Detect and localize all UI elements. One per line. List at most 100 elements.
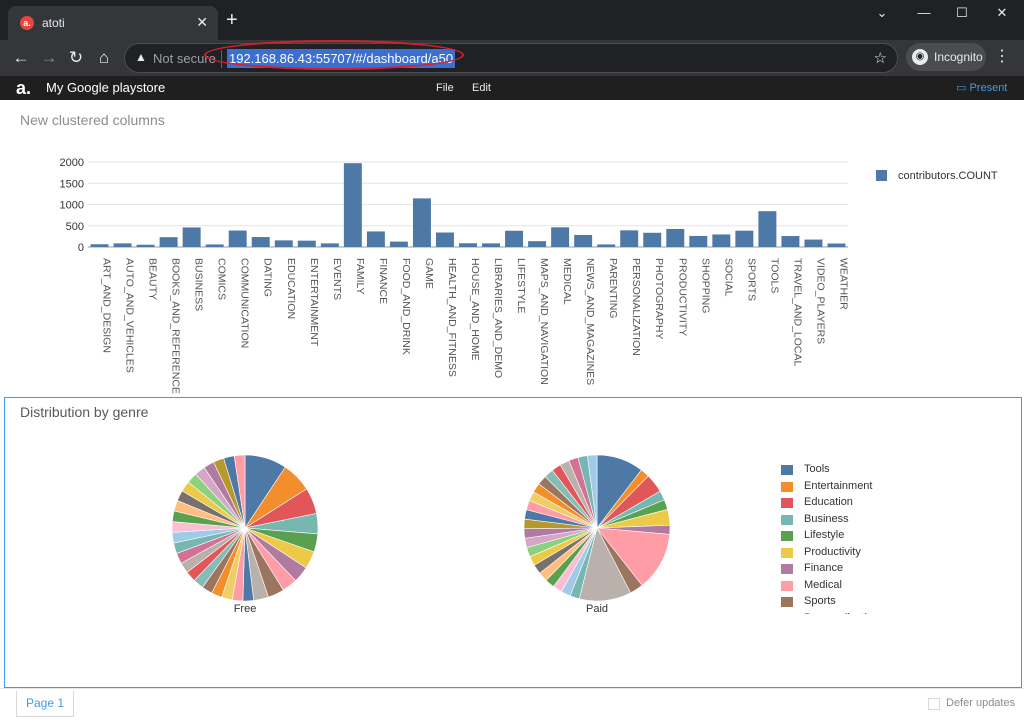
- browser-tab[interactable]: a. atoti ✕: [8, 6, 218, 40]
- legend-item: Education: [777, 495, 887, 512]
- menu-edit[interactable]: Edit: [472, 82, 491, 94]
- menu-file[interactable]: File: [436, 82, 454, 94]
- bar: [597, 244, 616, 247]
- legend-swatch: [781, 580, 793, 591]
- bar: [459, 243, 477, 247]
- legend-label: Medical: [804, 578, 842, 591]
- app-header: a. My Google playstore File Edit ▭ Prese…: [0, 76, 1024, 100]
- bar: [205, 244, 224, 247]
- pie-legend[interactable]: Tools Entertainment Education Business Lifes…: [777, 462, 887, 614]
- reload-icon[interactable]: ↻: [68, 48, 84, 67]
- x-tick-label: SOCIAL: [722, 258, 734, 297]
- home-icon[interactable]: ⌂: [98, 48, 110, 67]
- tab-strip: a. atoti ✕ + ⌄ — ☐ ✕: [0, 0, 1024, 40]
- bar: [528, 241, 547, 247]
- page-tab-1[interactable]: Page 1: [16, 691, 74, 717]
- legend-label: Entertainment: [804, 479, 873, 492]
- x-tick-label: MAPS_AND_NAVIGATION: [538, 258, 550, 385]
- bar: [666, 228, 685, 247]
- bar: [735, 230, 754, 247]
- x-tick-label: MEDICAL: [561, 258, 573, 305]
- close-tab-icon[interactable]: ✕: [196, 14, 208, 30]
- x-tick-label: DATING: [262, 258, 274, 297]
- forward-icon[interactable]: →: [40, 48, 58, 67]
- x-tick-label: FINANCE: [377, 258, 389, 304]
- y-tick-label: 500: [66, 221, 84, 233]
- bar: [274, 240, 293, 247]
- new-tab-icon[interactable]: +: [226, 9, 238, 31]
- incognito-icon: ◉: [912, 49, 928, 65]
- x-tick-label: AUTO_AND_VEHICLES: [124, 258, 136, 373]
- bar: [412, 198, 431, 247]
- bar: [343, 163, 362, 247]
- legend-item: Tools: [777, 462, 887, 479]
- pie-chart-title: Distribution by genre: [20, 404, 149, 420]
- x-tick-label: LIFESTYLE: [515, 258, 527, 313]
- legend-item: Finance: [777, 561, 887, 578]
- legend-swatch: [781, 514, 793, 525]
- legend-label: Education: [804, 496, 853, 508]
- bar: [758, 211, 777, 247]
- x-tick-label: HEALTH_AND_FITNESS: [446, 258, 458, 377]
- monitor-icon: ▭: [956, 82, 970, 94]
- legend-item: Medical: [777, 578, 887, 595]
- x-tick-label: EVENTS: [331, 258, 343, 300]
- bar: [804, 239, 823, 247]
- bar: [435, 232, 454, 247]
- y-tick-label: 2000: [60, 157, 84, 169]
- warning-icon[interactable]: ▲: [135, 50, 147, 64]
- defer-updates-checkbox[interactable]: [928, 698, 940, 710]
- atoti-favicon-icon: a.: [20, 16, 34, 30]
- page-footer: Page 1 Defer updates: [0, 688, 1024, 724]
- kebab-icon[interactable]: ⋮: [994, 48, 1010, 65]
- legend-item: Business: [777, 512, 887, 529]
- bar: [643, 232, 662, 247]
- bar: [136, 244, 155, 247]
- bar: [482, 243, 501, 247]
- back-icon[interactable]: ←: [12, 48, 30, 67]
- legend-item: Sports: [777, 594, 887, 611]
- security-label[interactable]: Not secure: [153, 51, 216, 66]
- bar: [159, 237, 178, 247]
- legend-item: Productivity: [777, 545, 887, 562]
- bar: [113, 243, 132, 247]
- bar: [320, 243, 339, 247]
- x-tick-label: SHOPPING: [699, 258, 711, 313]
- legend-swatch: [781, 597, 793, 607]
- bar: [228, 230, 247, 247]
- x-tick-label: TRAVEL_AND_LOCAL: [791, 258, 803, 367]
- bar: [620, 230, 639, 247]
- atoti-logo: a.: [16, 78, 32, 98]
- star-icon[interactable]: ☆: [873, 50, 887, 67]
- y-tick-label: 0: [78, 242, 84, 254]
- x-tick-label: FOOD_AND_DRINK: [400, 258, 412, 355]
- legend-swatch: [781, 564, 793, 574]
- legend-label: contributors.COUNT: [898, 170, 998, 182]
- incognito-badge[interactable]: ◉ Incognito: [906, 43, 986, 71]
- present-button[interactable]: ▭ Present: [956, 81, 1007, 94]
- legend-label: Productivity: [804, 545, 861, 558]
- legend-label: Lifestyle: [804, 529, 845, 541]
- tab-search-icon[interactable]: ⌄: [876, 5, 888, 20]
- x-tick-label: ENTERTAINMENT: [308, 258, 320, 347]
- legend-swatch: [781, 465, 793, 475]
- bar: [297, 240, 316, 247]
- bar: [182, 227, 201, 247]
- bar: [505, 230, 524, 247]
- maximize-icon[interactable]: ☐: [956, 5, 968, 20]
- bar: [712, 234, 731, 247]
- bar: [827, 243, 846, 247]
- bar: [551, 227, 570, 247]
- tab-title: atoti: [42, 16, 65, 30]
- y-tick-label: 1000: [60, 200, 84, 212]
- legend-swatch: [781, 498, 793, 508]
- x-tick-label: SPORTS: [745, 258, 757, 301]
- x-tick-label: BOOKS_AND_REFERENCE: [170, 258, 182, 394]
- present-label: Present: [969, 82, 1008, 94]
- bar: [389, 241, 408, 247]
- minimize-icon[interactable]: —: [917, 5, 931, 20]
- incognito-label: Incognito: [934, 50, 983, 64]
- window-close-icon[interactable]: ✕: [996, 5, 1008, 20]
- y-tick-label: 1500: [60, 178, 84, 190]
- legend-item: Personalization: [777, 611, 887, 614]
